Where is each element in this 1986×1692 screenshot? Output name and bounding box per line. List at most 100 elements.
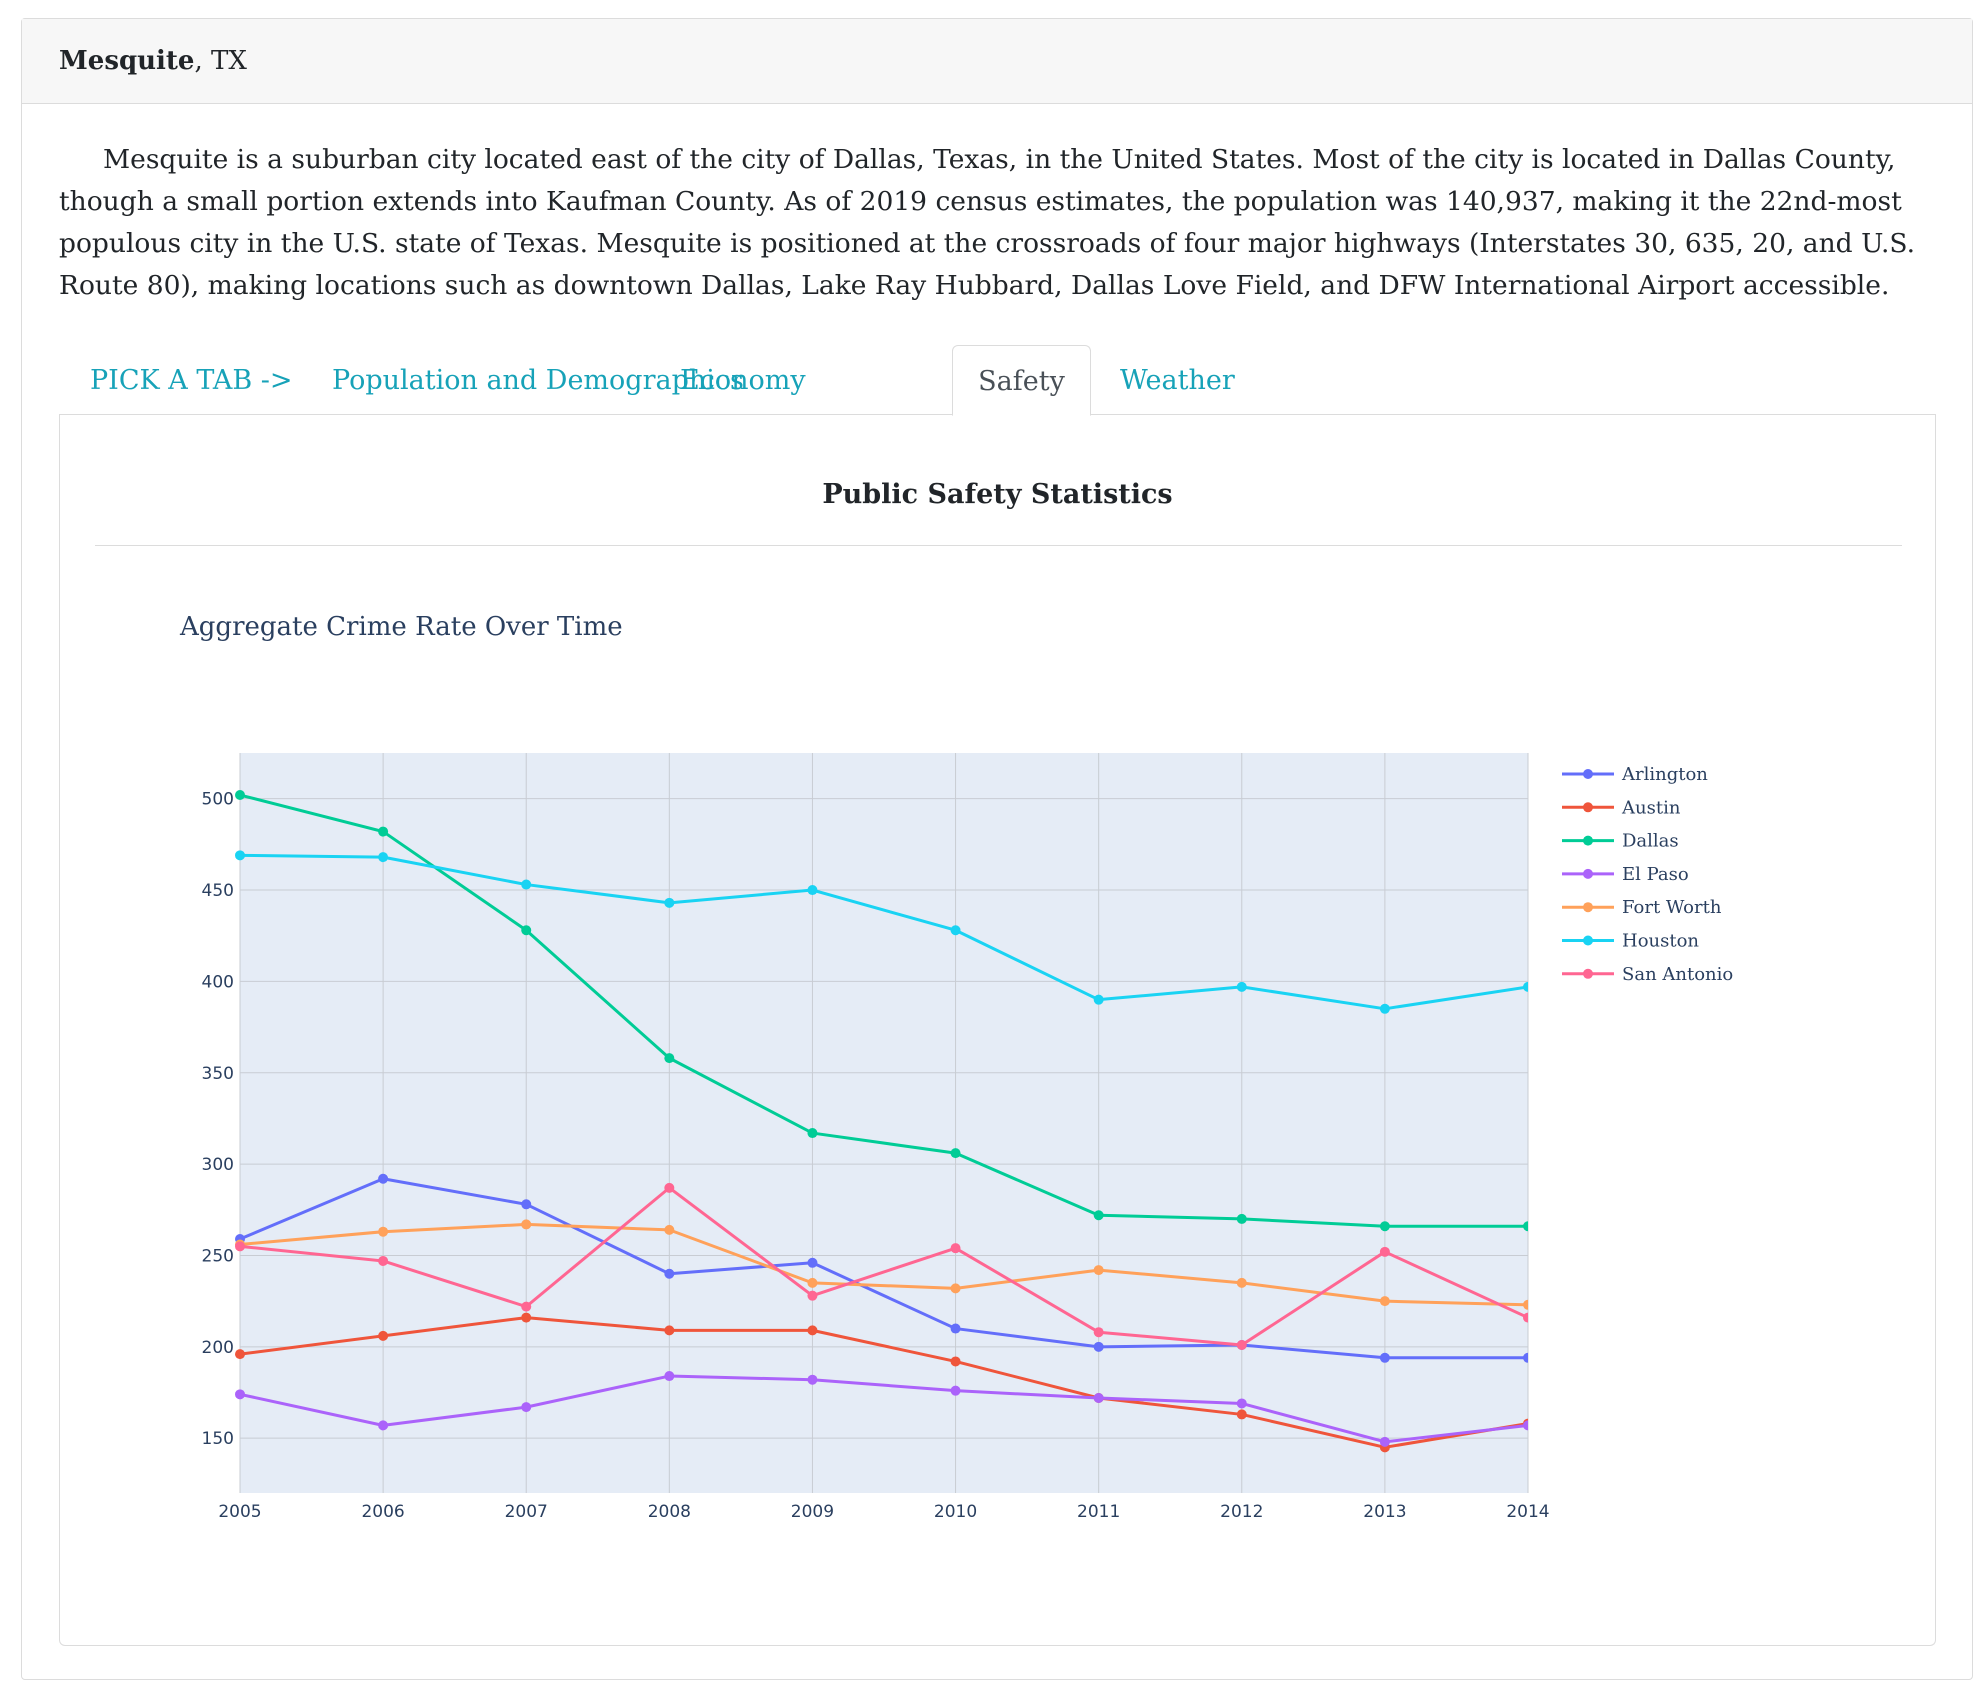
data-point-arlington[interactable] (664, 1268, 675, 1279)
data-point-fort-worth[interactable] (378, 1226, 389, 1237)
data-point-san-antonio[interactable] (1379, 1246, 1390, 1257)
data-point-fort-worth[interactable] (1093, 1265, 1104, 1276)
data-point-fort-worth[interactable] (521, 1219, 532, 1230)
data-point-fort-worth[interactable] (1523, 1299, 1533, 1310)
legend-swatch-marker-san-antonio[interactable] (1583, 968, 1593, 979)
series-line-san-antonio (239, 1186, 1528, 1347)
legend-label-san-antonio[interactable]: San Antonio (1622, 964, 1733, 985)
tab-population-and-demographics[interactable]: Population and Demographics (332, 365, 744, 396)
series-line-arlington (239, 1177, 1528, 1360)
y-tick-label: 200 (202, 1338, 234, 1358)
data-point-san-antonio[interactable] (664, 1182, 675, 1193)
data-point-san-antonio[interactable] (521, 1301, 532, 1312)
data-point-fort-worth[interactable] (807, 1277, 818, 1288)
data-point-arlington[interactable] (1523, 1352, 1533, 1363)
y-tick-label: 150 (202, 1429, 234, 1449)
data-point-arlington[interactable] (521, 1199, 532, 1210)
data-point-houston[interactable] (1236, 981, 1247, 992)
legend-swatch-marker-dallas[interactable] (1583, 835, 1593, 846)
data-point-arlington[interactable] (950, 1323, 961, 1334)
data-point-arlington[interactable] (1379, 1352, 1390, 1363)
legend-label-fort-worth[interactable]: Fort Worth (1622, 897, 1722, 918)
data-point-houston[interactable] (664, 897, 675, 908)
legend-label-dallas[interactable]: Dallas (1622, 831, 1679, 852)
legend-swatch-marker-arlington[interactable] (1583, 769, 1593, 779)
city-description: Mesquite is a suburban city located east… (59, 144, 1916, 301)
panel-divider (95, 545, 1902, 546)
data-point-el-paso[interactable] (807, 1374, 818, 1385)
data-point-dallas[interactable] (807, 1128, 818, 1139)
data-point-el-paso[interactable] (950, 1385, 961, 1396)
tab-weather[interactable]: Weather (1120, 365, 1235, 396)
data-point-dallas[interactable] (950, 1148, 961, 1159)
data-point-dallas[interactable] (1379, 1221, 1390, 1232)
data-point-fort-worth[interactable] (950, 1283, 961, 1294)
data-point-dallas[interactable] (664, 1053, 675, 1064)
data-point-el-paso[interactable] (235, 1389, 245, 1400)
data-point-san-antonio[interactable] (1523, 1312, 1533, 1323)
y-tick-label: 350 (202, 1064, 234, 1084)
data-point-austin[interactable] (664, 1325, 675, 1336)
data-point-san-antonio[interactable] (378, 1255, 389, 1266)
tab-pick-a-tab[interactable]: PICK A TAB -> (90, 365, 293, 396)
data-point-dallas[interactable] (235, 790, 245, 801)
data-point-el-paso[interactable] (1523, 1420, 1533, 1431)
data-point-san-antonio[interactable] (807, 1290, 818, 1301)
data-point-houston[interactable] (1379, 1003, 1390, 1014)
legend-swatch-marker-fort-worth[interactable] (1583, 902, 1593, 913)
chart-title: Aggregate Crime Rate Over Time (179, 612, 623, 642)
data-point-fort-worth[interactable] (664, 1224, 675, 1235)
data-point-el-paso[interactable] (521, 1402, 532, 1413)
legend-label-arlington[interactable]: Arlington (1621, 764, 1708, 785)
data-point-austin[interactable] (378, 1330, 389, 1341)
data-point-el-paso[interactable] (378, 1420, 389, 1431)
data-point-el-paso[interactable] (664, 1371, 675, 1382)
data-point-houston[interactable] (235, 850, 245, 861)
legend-label-el-paso[interactable]: El Paso (1622, 864, 1689, 885)
data-point-dallas[interactable] (378, 826, 389, 837)
data-point-dallas[interactable] (521, 925, 532, 936)
legend-label-houston[interactable]: Houston (1622, 931, 1699, 952)
data-point-houston[interactable] (807, 885, 818, 896)
data-point-arlington[interactable] (807, 1257, 818, 1268)
data-point-houston[interactable] (521, 879, 532, 890)
tab-safety[interactable]: Safety (952, 345, 1091, 416)
data-point-san-antonio[interactable] (1093, 1327, 1104, 1338)
data-point-houston[interactable] (1093, 994, 1104, 1005)
legend-label-austin[interactable]: Austin (1621, 797, 1681, 818)
series-line-fort-worth (239, 1222, 1528, 1307)
data-point-el-paso[interactable] (1379, 1436, 1390, 1447)
data-point-fort-worth[interactable] (1379, 1296, 1390, 1307)
data-point-austin[interactable] (521, 1312, 532, 1323)
data-point-san-antonio[interactable] (235, 1241, 245, 1252)
crime-rate-chart: Aggregate Crime Rate Over Time 150 200 250 3… (179, 612, 1733, 1522)
data-point-dallas[interactable] (1236, 1213, 1247, 1224)
data-point-austin[interactable] (950, 1356, 961, 1367)
data-point-san-antonio[interactable] (1236, 1340, 1247, 1350)
series-line-austin (239, 1316, 1528, 1449)
data-point-houston[interactable] (950, 925, 961, 936)
data-point-houston[interactable] (378, 852, 389, 863)
x-tick-label: 2011 (1077, 1502, 1120, 1522)
x-tick-label: 2005 (218, 1502, 261, 1522)
legend-swatch-marker-houston[interactable] (1583, 935, 1593, 946)
y-tick-label: 450 (202, 881, 234, 901)
tab-economy[interactable]: Economy (680, 365, 806, 396)
city-name: Mesquite (59, 46, 195, 76)
data-point-san-antonio[interactable] (950, 1243, 961, 1254)
data-point-austin[interactable] (235, 1349, 245, 1360)
data-point-houston[interactable] (1523, 981, 1533, 992)
data-point-fort-worth[interactable] (1236, 1277, 1247, 1288)
data-point-arlington[interactable] (1093, 1341, 1104, 1352)
data-point-arlington[interactable] (378, 1173, 389, 1184)
data-point-austin[interactable] (1236, 1409, 1247, 1420)
data-point-dallas[interactable] (1093, 1210, 1104, 1221)
data-point-el-paso[interactable] (1093, 1392, 1104, 1403)
data-point-dallas[interactable] (1523, 1221, 1533, 1232)
state-suffix: , TX (194, 46, 247, 76)
data-point-austin[interactable] (807, 1325, 818, 1336)
tab-bar: PICK A TAB -> Population and Demographic… (59, 345, 1936, 416)
legend-swatch-marker-austin[interactable] (1583, 802, 1593, 813)
data-point-el-paso[interactable] (1236, 1398, 1247, 1409)
legend-swatch-marker-el-paso[interactable] (1583, 868, 1593, 879)
